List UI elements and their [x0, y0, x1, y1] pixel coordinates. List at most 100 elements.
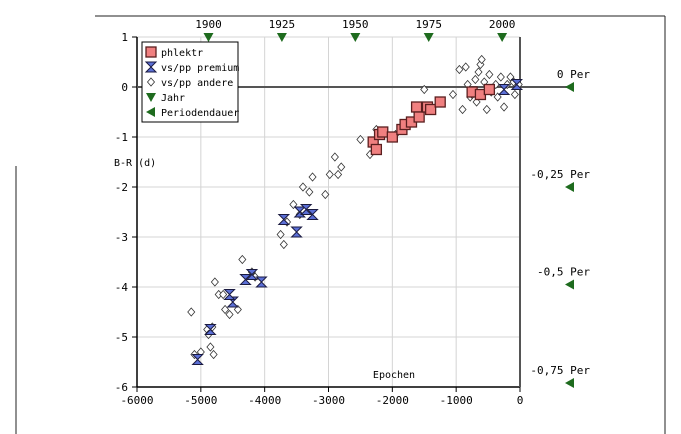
point-vs-pp-andere [455, 64, 464, 75]
point-vs-pp-andere [238, 254, 247, 265]
point-phlektr [410, 101, 423, 113]
legend-box [141, 41, 239, 123]
y-tick-label: -3 [115, 231, 128, 244]
period-label: 0 Per [557, 68, 590, 81]
point-vs-pp-andere [510, 89, 519, 100]
point-vs-pp-andere [448, 89, 458, 100]
point-vs-pp-andere [305, 187, 314, 197]
data-points [187, 54, 524, 365]
x-tick-label: -3000 [312, 394, 345, 407]
point-vs-pp-andere [187, 307, 196, 317]
point-vs-pp-premium [245, 269, 259, 280]
y-tick-label: -6 [115, 381, 128, 394]
point-phlektr [370, 143, 383, 156]
point-vs-pp-premium [510, 79, 524, 90]
y-tick-label: 0 [121, 81, 128, 94]
legend-label: vs/pp premium [161, 63, 239, 74]
point-vs-pp-premium [290, 226, 303, 238]
point-phlektr [377, 126, 389, 138]
y-tick-label: -1 [115, 131, 128, 144]
point-phlektr [483, 83, 496, 96]
point-vs-pp-andere [500, 102, 509, 112]
year-marker-triangle [423, 33, 434, 42]
x-axis-label: Epochen [373, 370, 415, 381]
point-vs-pp-andere [461, 62, 470, 72]
point-phlektr [386, 131, 398, 143]
period-marker-triangle [565, 182, 574, 192]
y-axis-label: B-R (d) [114, 158, 156, 169]
point-phlektr [434, 96, 446, 108]
y-tick-label: 1 [121, 31, 128, 44]
point-vs-pp-andere [420, 84, 429, 95]
period-markers: 0 Per -0,25 Per -0,5 Per -0,75 Per [530, 68, 590, 388]
legend-jahr-symbol [146, 93, 156, 102]
legend-label: phlektr [161, 48, 203, 59]
period-label: -0,75 Per [530, 364, 590, 377]
year-marker-triangle [350, 33, 361, 42]
point-vs-pp-andere [279, 239, 288, 250]
legend-label: Jahr [161, 93, 185, 104]
point-vs-pp-andere [206, 342, 215, 352]
year-label: 2000 [489, 18, 516, 31]
point-vs-pp-andere [474, 67, 483, 77]
point-vs-pp-andere [308, 172, 317, 182]
point-vs-pp-andere [276, 229, 285, 240]
point-vs-pp-premium [277, 214, 291, 225]
year-label: 1975 [415, 18, 442, 31]
legend-label: Periodendauer [161, 108, 239, 119]
point-vs-pp-premium [306, 209, 319, 220]
point-vs-pp-premium [299, 204, 313, 215]
period-marker-triangle [565, 378, 574, 388]
chart-frame [15, 15, 666, 434]
point-vs-pp-premium [191, 354, 204, 365]
point-vs-pp-premium [223, 289, 236, 300]
point-vs-pp-premium [497, 84, 511, 95]
point-vs-pp-andere [210, 277, 219, 287]
point-vs-pp-andere [491, 79, 500, 90]
year-markers: 1900 1925 1950 1975 2000 [195, 18, 515, 42]
x-tick-label: -5000 [184, 394, 217, 407]
period-marker-triangle [565, 82, 574, 92]
point-vs-pp-andere [321, 189, 330, 200]
legend-vs-pp-premium-symbol [144, 61, 158, 73]
point-vs-pp-andere [325, 169, 334, 180]
y-tick-label: -5 [115, 331, 128, 344]
point-vs-pp-andere [496, 72, 505, 82]
period-label: -0,25 Per [530, 168, 590, 181]
year-marker-triangle [276, 33, 287, 42]
legend-label: vs/pp andere [161, 78, 233, 89]
point-phlektr [413, 111, 425, 123]
legend-phlektr-symbol [145, 46, 157, 58]
x-tick-label: 0 [517, 394, 524, 407]
y-tick-label: -2 [115, 181, 128, 194]
period-marker-triangle [565, 279, 574, 290]
year-label: 1900 [195, 18, 222, 31]
point-vs-pp-andere [330, 152, 339, 162]
x-tick-label: -6000 [120, 394, 153, 407]
point-vs-pp-andere [337, 162, 346, 172]
point-vs-pp-andere [458, 104, 467, 115]
year-marker-triangle [203, 33, 214, 42]
point-vs-pp-andere [482, 104, 491, 115]
point-vs-pp-andere [471, 74, 480, 85]
x-tick-label: -4000 [248, 394, 281, 407]
y-tick-label: -4 [115, 281, 129, 294]
year-marker-triangle [497, 33, 508, 42]
period-label: -0,5 Per [537, 266, 590, 279]
point-vs-pp-andere [219, 289, 228, 300]
legend: phlektr vs/pp premium vs/pp andere Jahr Peri… [141, 41, 239, 123]
point-vs-pp-premium [239, 274, 252, 285]
point-vs-pp-andere [334, 169, 343, 180]
point-vs-pp-andere [289, 199, 298, 210]
legend-periodendauer-symbol [146, 107, 155, 117]
legend-vs-pp-andere-symbol [146, 77, 156, 87]
x-tick-label: -1000 [440, 394, 473, 407]
point-vs-pp-premium [204, 324, 217, 335]
point-vs-pp-andere [477, 54, 486, 65]
x-tick-label: -2000 [376, 394, 409, 407]
point-vs-pp-andere [225, 309, 234, 320]
point-vs-pp-andere [209, 349, 218, 360]
year-label: 1950 [342, 18, 369, 31]
point-vs-pp-premium [255, 276, 268, 288]
